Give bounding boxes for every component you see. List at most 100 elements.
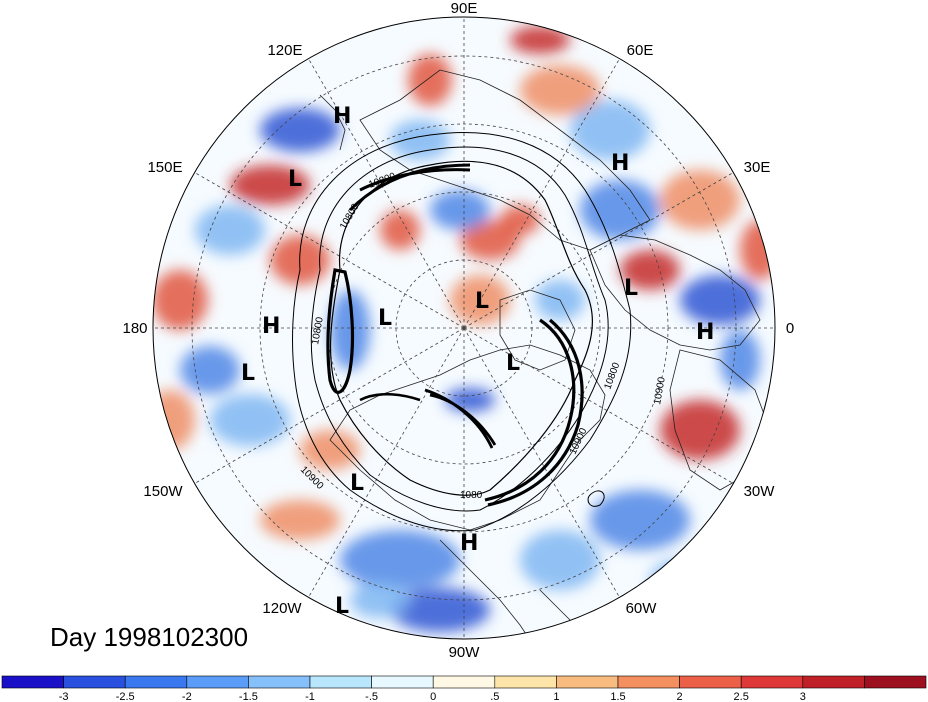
colorbar-swatch bbox=[802, 675, 865, 689]
negative-anomaly-patch bbox=[720, 330, 760, 390]
lon-label-120w: 120W bbox=[262, 600, 302, 617]
negative-anomaly-patch bbox=[650, 560, 710, 600]
high-pressure-marker: H bbox=[262, 314, 280, 339]
negative-anomaly-patch bbox=[390, 588, 490, 632]
pressure-centers: H L H L H L L L H L L H L bbox=[241, 104, 714, 619]
contour-label: 10900 bbox=[652, 376, 668, 406]
positive-anomaly-patch bbox=[620, 250, 680, 290]
lon-label-120e: 120E bbox=[267, 42, 302, 59]
positive-anomaly-patch bbox=[520, 65, 600, 115]
low-pressure-marker: L bbox=[624, 276, 638, 301]
high-pressure-marker: H bbox=[460, 531, 478, 556]
positive-anomaly-patch bbox=[660, 400, 740, 460]
lon-label-30e: 30E bbox=[744, 159, 771, 176]
meridian-line bbox=[463, 327, 734, 484]
colorbar-tick-label: -.5 bbox=[365, 691, 378, 702]
meridian-line bbox=[194, 172, 465, 329]
meridian-line bbox=[308, 327, 465, 598]
negative-anomaly-patch bbox=[260, 108, 340, 152]
japan-coast bbox=[319, 94, 346, 151]
positive-anomaly-patch bbox=[740, 220, 775, 280]
colorbar-tick-label: -2.5 bbox=[116, 691, 135, 702]
negative-anomaly-patch bbox=[330, 290, 370, 370]
negative-anomaly-patch bbox=[520, 530, 600, 590]
low-pressure-marker: L bbox=[335, 594, 349, 619]
contour-label: 1080 bbox=[460, 490, 483, 501]
low-pressure-marker: L bbox=[288, 167, 302, 192]
negative-anomaly-patch bbox=[340, 530, 460, 590]
asia-coast bbox=[359, 69, 651, 251]
colorbar-tick-label: 3 bbox=[800, 691, 806, 702]
low-pressure-marker: L bbox=[378, 306, 392, 331]
positive-anomaly-patch bbox=[408, 54, 452, 106]
jet-core-north bbox=[348, 163, 471, 212]
greenland-coast bbox=[499, 289, 576, 371]
map-boundary bbox=[152, 16, 776, 640]
lon-label-180: 180 bbox=[122, 320, 147, 337]
negative-anomaly-patch bbox=[590, 490, 690, 550]
colorbar: -3 -2.5 -2 -1.5 -1 -.5 0 .5 1 1.5 2 2.5 3 bbox=[1, 675, 927, 702]
colorbar-tick-label: -1 bbox=[305, 691, 315, 702]
negative-anomaly-patch bbox=[580, 180, 660, 240]
positive-anomaly-patch bbox=[500, 205, 540, 235]
lon-label-90e: 90E bbox=[451, 0, 478, 17]
colorbar-tick-label: 1.5 bbox=[610, 691, 625, 702]
colorbar-swatch bbox=[556, 675, 619, 689]
contour-label: 10800 bbox=[310, 316, 326, 346]
high-pressure-marker: H bbox=[611, 151, 629, 176]
negative-anomaly-patch bbox=[180, 346, 240, 394]
negative-anomaly-patch bbox=[570, 100, 650, 160]
meridian-line bbox=[194, 327, 465, 484]
colorbar-swatch bbox=[617, 675, 680, 689]
negative-anomaly-patch bbox=[445, 388, 495, 412]
colorbar-swatch bbox=[864, 675, 927, 689]
low-pressure-marker: L bbox=[350, 471, 364, 496]
longitude-labels: 90E 60E 30E 0 30W 60W 90W 120W 150W 180 … bbox=[122, 0, 794, 661]
colorbar-swatch bbox=[494, 675, 557, 689]
positive-anomaly-patch bbox=[380, 210, 420, 250]
positive-anomaly-patch bbox=[300, 430, 360, 470]
central-america-coast bbox=[439, 539, 531, 639]
colorbar-tick-label: 2 bbox=[677, 691, 683, 702]
lon-label-0: 0 bbox=[786, 320, 794, 337]
geopotential-height-contours bbox=[292, 132, 632, 532]
lon-label-60w: 60W bbox=[626, 600, 658, 617]
jet-core-southwest bbox=[359, 392, 421, 402]
jet-core-southeast bbox=[484, 318, 584, 507]
colorbar-swatch bbox=[679, 675, 742, 689]
positive-anomaly-patch bbox=[153, 270, 208, 330]
lon-label-150e: 150E bbox=[147, 159, 182, 176]
contour-10800-jet bbox=[329, 160, 593, 496]
meridian-line bbox=[463, 327, 620, 598]
low-pressure-marker: L bbox=[506, 351, 520, 376]
lon-label-30w: 30W bbox=[744, 483, 776, 500]
lon-label-60e: 60E bbox=[627, 42, 654, 59]
meridian-line bbox=[463, 172, 734, 329]
day-label: Day 1998102300 bbox=[50, 622, 248, 652]
colorbar-tick-label: -3 bbox=[59, 691, 69, 702]
colorbar-tick-label: .5 bbox=[490, 691, 499, 702]
negative-anomaly-patch bbox=[430, 190, 490, 230]
graticule bbox=[153, 17, 775, 639]
negative-anomaly-patch bbox=[680, 275, 760, 325]
low-pressure-marker: L bbox=[241, 361, 255, 386]
jet-core-west bbox=[326, 268, 355, 394]
positive-anomaly-patch bbox=[510, 26, 570, 54]
colorbar-swatch bbox=[1, 675, 64, 689]
colorbar-swatch bbox=[309, 675, 372, 689]
contour-10900 bbox=[292, 132, 632, 532]
positive-anomaly-patch bbox=[230, 165, 310, 205]
colorbar-tick-label: -2 bbox=[182, 691, 192, 702]
meridian-line bbox=[308, 58, 465, 329]
jet-core-south bbox=[424, 388, 497, 449]
colorbar-swatch bbox=[248, 675, 311, 689]
north-america-coast bbox=[329, 344, 606, 531]
low-pressure-marker: L bbox=[475, 289, 489, 314]
colorbar-swatch bbox=[63, 675, 126, 689]
lon-label-150w: 150W bbox=[143, 483, 183, 500]
colorbar-swatch bbox=[186, 675, 249, 689]
europe-coast bbox=[589, 234, 761, 351]
contour-small-loop bbox=[587, 490, 605, 507]
contour-10850 bbox=[310, 146, 609, 512]
